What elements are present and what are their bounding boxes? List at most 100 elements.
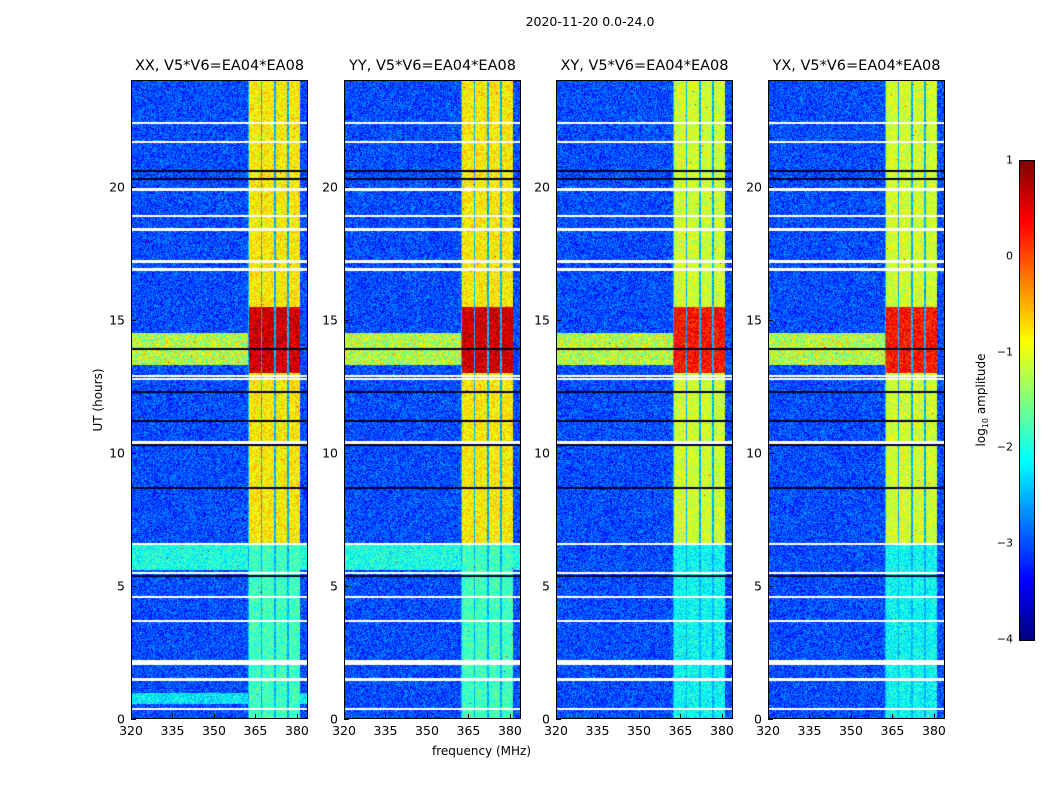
x-tick-mark: [213, 714, 215, 719]
x-tick-label: 350: [202, 723, 226, 738]
colorbar: [1019, 160, 1035, 641]
y-tick-mark: [768, 452, 773, 454]
x-tick-mark: [172, 714, 174, 719]
figure-title: 2020-11-20 0.0-24.0: [525, 14, 655, 29]
panel-title: YX, V5*V6=EA04*EA08: [772, 58, 941, 74]
x-tick-mark: [597, 714, 599, 719]
y-tick-mark: [131, 452, 136, 454]
x-tick-label: 335: [797, 723, 822, 738]
panel-title: YY, V5*V6=EA04*EA08: [349, 58, 516, 74]
y-tick-label: 5: [117, 578, 125, 594]
y-tick-label: 0: [330, 711, 338, 727]
y-tick-label: 5: [330, 578, 338, 594]
x-tick-label: 335: [160, 723, 185, 738]
panel-2: XY, V5*V6=EA04*EA08 320 335 350 365 380 0 5 10 15…: [534, 58, 734, 738]
x-tick-mark: [721, 714, 723, 719]
x-tick-label: 365: [668, 723, 693, 738]
x-tick-mark: [426, 714, 428, 719]
x-tick-label: 365: [880, 723, 905, 738]
panel-0: XX, V5*V6=EA04*EA08 320 335 350 365 380 0 5 10 15…: [109, 58, 309, 738]
y-tick-label: 5: [754, 578, 762, 594]
y-tick-label: 15: [534, 312, 550, 328]
y-tick-label: 10: [322, 445, 338, 461]
x-tick-label: 350: [627, 723, 651, 738]
x-tick-mark: [385, 714, 387, 719]
y-tick-label: 0: [542, 711, 550, 727]
x-tick-mark: [509, 714, 511, 719]
waterfall-heatmap: [768, 80, 945, 719]
y-tick-label: 0: [754, 711, 762, 727]
y-tick-label: 20: [746, 179, 762, 194]
x-tick-label: 365: [243, 723, 268, 738]
y-tick-label: 10: [746, 445, 762, 461]
x-tick-label: 350: [415, 723, 439, 738]
axes-frame: [131, 80, 308, 719]
colorbar-label: log10 amplitude: [973, 353, 991, 447]
x-tick-label: 380: [498, 723, 522, 738]
x-tick-mark: [892, 714, 894, 719]
panel-3: YX, V5*V6=EA04*EA08 320 335 350 365 380 0 5 10 15…: [746, 58, 946, 738]
panel-1: YY, V5*V6=EA04*EA08 320 335 350 365 380 0 5 10 15…: [322, 58, 522, 738]
x-tick-mark: [296, 714, 298, 719]
colorbar-tick-label: −1: [996, 345, 1013, 359]
y-tick-label: 20: [109, 179, 125, 194]
x-tick-mark: [468, 714, 470, 719]
y-tick-mark: [131, 186, 136, 188]
y-tick-mark: [131, 585, 136, 587]
x-tick-mark: [255, 714, 257, 719]
x-tick-label: 320: [332, 723, 356, 738]
x-tick-mark: [680, 714, 682, 719]
x-tick-label: 335: [373, 723, 398, 738]
x-tick-label: 320: [544, 723, 568, 738]
x-tick-mark: [638, 714, 640, 719]
panel-title: XX, V5*V6=EA04*EA08: [134, 58, 305, 74]
x-tick-label: 380: [285, 723, 309, 738]
y-tick-label: 5: [542, 578, 550, 594]
y-tick-label: 0: [117, 711, 125, 727]
waterfall-heatmap: [131, 80, 308, 719]
x-tick-label: 320: [119, 723, 143, 738]
colorbar-tick-label: 1: [1006, 153, 1013, 167]
y-tick-mark: [344, 319, 349, 321]
x-tick-label: 335: [585, 723, 610, 738]
x-tick-mark: [768, 714, 769, 719]
colorbar-tick-label: 0: [1006, 249, 1013, 263]
y-tick-mark: [768, 319, 773, 321]
colorbar-tick-label: −2: [996, 440, 1013, 454]
y-tick-mark: [344, 585, 349, 587]
x-tick-label: 320: [756, 723, 780, 738]
colorbar-tick-label: −4: [996, 632, 1013, 646]
y-tick-mark: [768, 186, 773, 188]
y-tick-mark: [556, 452, 561, 454]
x-tick-label: 350: [839, 723, 863, 738]
y-tick-mark: [556, 186, 561, 188]
colorbar-tick-label: −3: [996, 536, 1013, 550]
y-tick-mark: [131, 719, 136, 720]
y-tick-label: 10: [109, 445, 125, 461]
y-tick-label: 20: [322, 179, 338, 194]
y-tick-mark: [344, 719, 349, 720]
x-tick-label: 380: [922, 723, 946, 738]
y-tick-mark: [344, 452, 349, 454]
y-tick-label: 20: [534, 179, 550, 194]
y-tick-mark: [768, 719, 773, 720]
y-tick-mark: [556, 719, 561, 720]
y-tick-mark: [556, 585, 561, 587]
x-tick-mark: [344, 714, 345, 719]
x-tick-mark: [809, 714, 811, 719]
axes-frame: [768, 80, 945, 719]
y-tick-mark: [768, 585, 773, 587]
x-tick-label: 365: [456, 723, 481, 738]
y-tick-mark: [131, 319, 136, 321]
waterfall-heatmap: [556, 80, 733, 719]
axes-frame: [344, 80, 521, 719]
x-tick-mark: [850, 714, 852, 719]
x-tick-mark: [131, 714, 132, 719]
x-tick-mark: [933, 714, 935, 719]
x-tick-label: 380: [710, 723, 734, 738]
axes-frame: [556, 80, 733, 719]
y-tick-label: 10: [534, 445, 550, 461]
y-tick-mark: [556, 319, 561, 321]
x-tick-mark: [556, 714, 557, 719]
